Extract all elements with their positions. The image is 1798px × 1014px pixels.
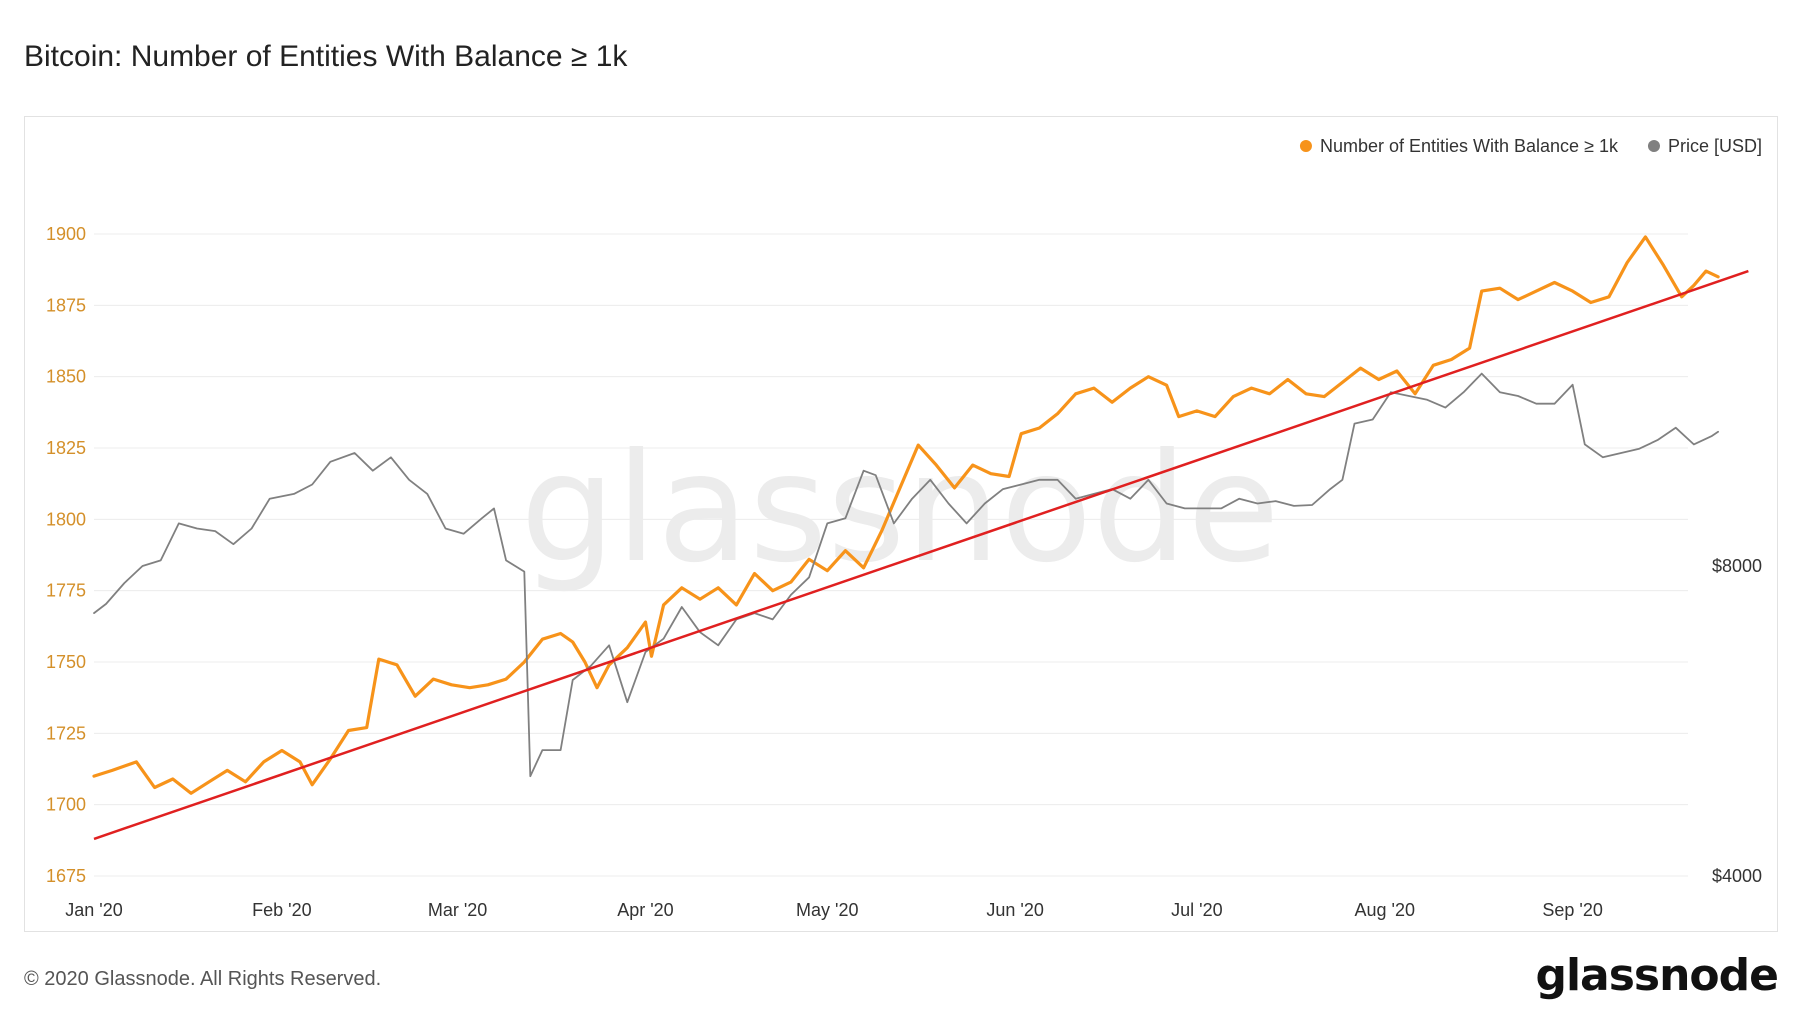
- y-left-tick-label: 1675: [46, 866, 86, 886]
- x-tick-label: Jul '20: [1171, 900, 1222, 920]
- y-left-tick-label: 1750: [46, 652, 86, 672]
- legend-label: Number of Entities With Balance ≥ 1k: [1320, 136, 1619, 156]
- y-left-tick-label: 1800: [46, 509, 86, 529]
- legend-item-price[interactable]: Price [USD]: [1647, 136, 1762, 156]
- y-left-tick-label: 1700: [46, 795, 86, 815]
- chart-title: Bitcoin: Number of Entities With Balance…: [24, 40, 628, 73]
- x-tick-label: Feb '20: [252, 900, 311, 920]
- x-tick-label: Jun '20: [986, 900, 1043, 920]
- y-left-tick-label: 1875: [46, 295, 86, 315]
- brand-logo[interactable]: glassnode: [1535, 950, 1779, 1001]
- y-left-tick-label: 1725: [46, 723, 86, 743]
- legend-dot-icon: [1647, 140, 1660, 152]
- legend-item-entities[interactable]: Number of Entities With Balance ≥ 1k: [1299, 136, 1619, 156]
- x-tick-label: Jan '20: [65, 900, 122, 920]
- chart-frame: [24, 116, 1778, 932]
- grid: [94, 233, 1688, 877]
- legend[interactable]: Price [USD] Number of Entities With Balan…: [1299, 136, 1762, 156]
- legend-dot-icon: [1299, 140, 1312, 152]
- x-tick-label: Sep '20: [1542, 900, 1603, 920]
- trend-line: [93, 269, 1749, 841]
- x-tick-label: Mar '20: [428, 900, 487, 920]
- price-series-line: [93, 372, 1719, 778]
- entities-series-line: [92, 235, 1720, 795]
- y-left-tick-label: 1775: [46, 581, 86, 601]
- axis-layer: 1675 1700 1725 1750 1775 1800 1825 1850 1875 1900…: [46, 224, 1762, 920]
- x-tick-label: Aug '20: [1355, 900, 1416, 920]
- y-right-tick-label: $4000: [1712, 866, 1762, 886]
- y-left-tick-label: 1900: [46, 224, 86, 244]
- watermark-text: glassnode: [520, 422, 1279, 596]
- y-left-tick-label: 1850: [46, 367, 86, 387]
- y-right-tick-label: $8000: [1712, 556, 1762, 576]
- legend-label: Price [USD]: [1668, 136, 1762, 156]
- x-tick-label: Apr '20: [617, 900, 673, 920]
- series-layer: [92, 235, 1749, 841]
- x-tick-label: May '20: [796, 900, 858, 920]
- y-left-tick-label: 1825: [46, 438, 86, 458]
- copyright-footer: © 2020 Glassnode. All Rights Reserved.: [24, 968, 382, 990]
